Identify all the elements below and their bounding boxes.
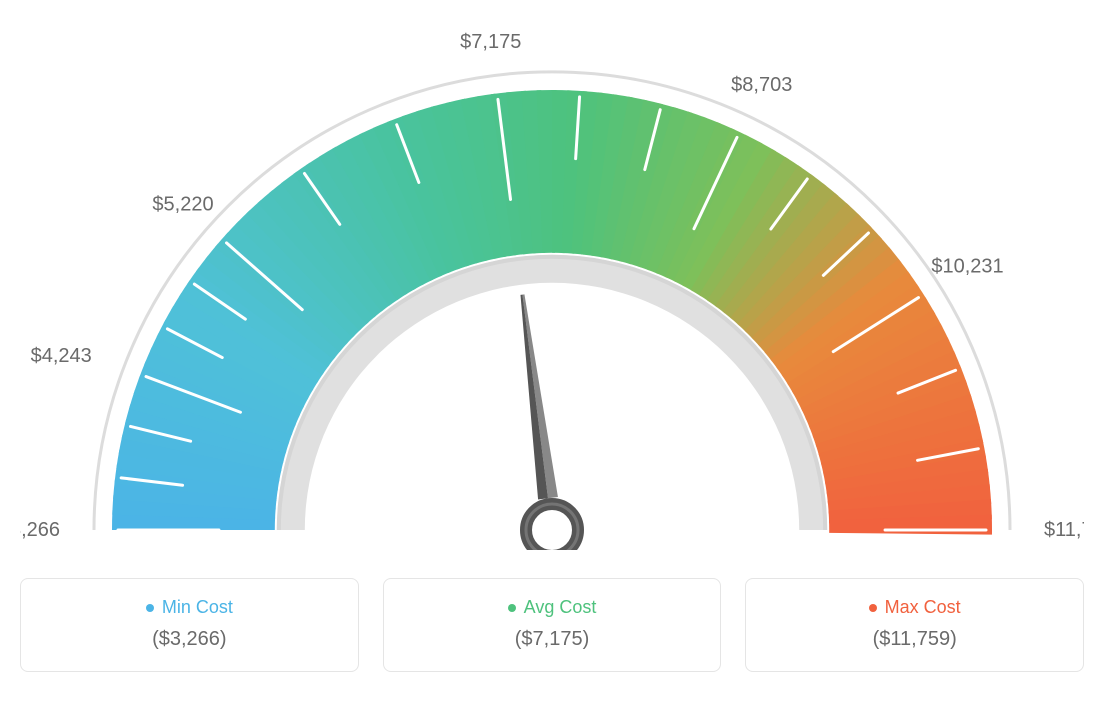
legend-title-min: Min Cost <box>146 597 233 618</box>
legend-row: Min Cost ($3,266) Avg Cost ($7,175) Max … <box>20 578 1084 672</box>
legend-dot-max <box>869 604 877 612</box>
svg-text:$11,759: $11,759 <box>1044 519 1084 541</box>
legend-value-min: ($3,266) <box>41 628 338 651</box>
gauge-svg-container: $3,266 $4,243 $5,220 $7,175 $8,703 $10,231 $11… <box>20 30 1084 550</box>
legend-title-max-label: Max Cost <box>885 597 961 618</box>
svg-text:$4,243: $4,243 <box>31 345 92 367</box>
svg-text:$3,266: $3,266 <box>20 519 60 541</box>
legend-card-avg: Avg Cost ($7,175) <box>383 578 722 672</box>
legend-title-min-label: Min Cost <box>162 597 233 618</box>
legend-value-avg: ($7,175) <box>404 628 701 651</box>
svg-text:$5,220: $5,220 <box>152 194 213 216</box>
svg-text:$10,231: $10,231 <box>931 255 1003 277</box>
svg-text:$8,703: $8,703 <box>731 74 792 96</box>
legend-value-max: ($11,759) <box>766 628 1063 651</box>
legend-card-min: Min Cost ($3,266) <box>20 578 359 672</box>
legend-dot-min <box>146 604 154 612</box>
legend-title-avg: Avg Cost <box>508 597 597 618</box>
legend-title-max: Max Cost <box>869 597 961 618</box>
cost-gauge-chart: $3,266 $4,243 $5,220 $7,175 $8,703 $10,231 $11… <box>20 30 1084 672</box>
legend-card-max: Max Cost ($11,759) <box>745 578 1084 672</box>
svg-text:$7,175: $7,175 <box>460 31 521 53</box>
gauge-svg: $3,266 $4,243 $5,220 $7,175 $8,703 $10,231 $11… <box>20 30 1084 550</box>
legend-title-avg-label: Avg Cost <box>524 597 597 618</box>
legend-dot-avg <box>508 604 516 612</box>
